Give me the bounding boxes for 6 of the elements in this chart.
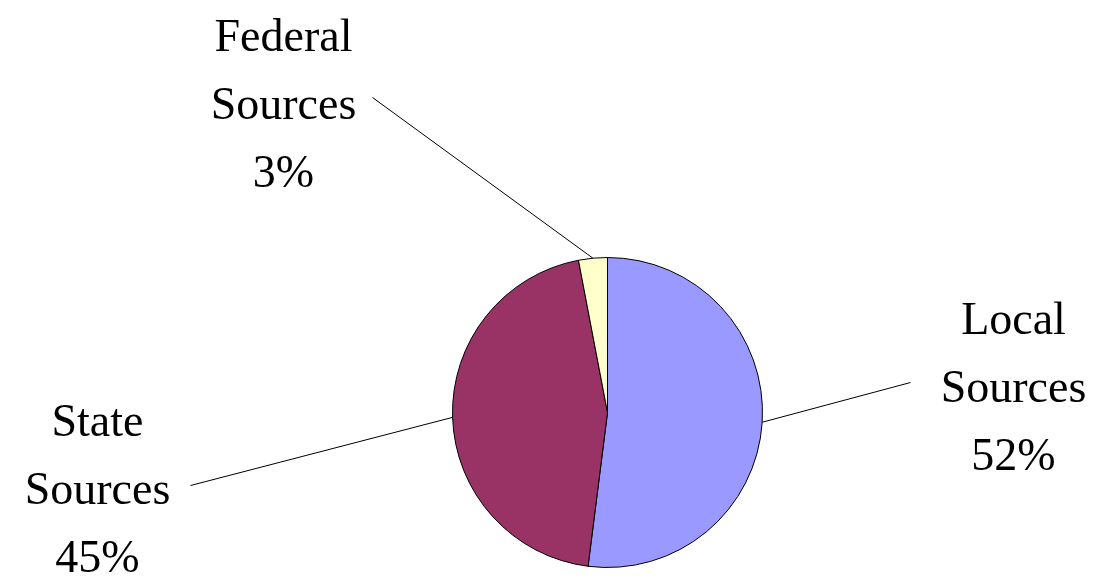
data-label: 3% bbox=[252, 146, 315, 197]
slice-label: Federal Sources bbox=[210, 10, 357, 129]
slice-label: State Sources bbox=[24, 395, 171, 514]
slice-label: Local Sources bbox=[940, 293, 1087, 412]
data-label: 45% bbox=[55, 531, 140, 578]
data-label: 52% bbox=[971, 429, 1056, 480]
